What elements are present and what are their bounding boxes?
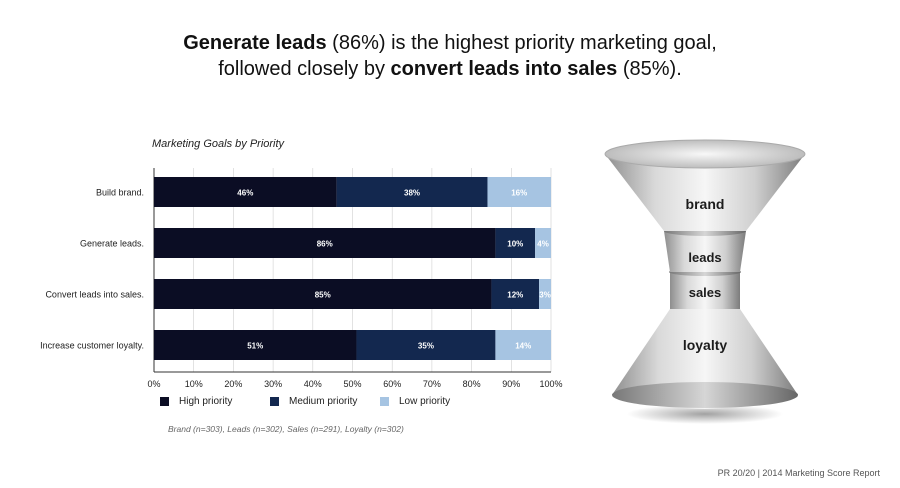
funnel-base-edge xyxy=(612,382,798,408)
category-label: Convert leads into sales. xyxy=(45,290,144,300)
legend-label-high: High priority xyxy=(179,396,233,407)
data-label: 3% xyxy=(539,291,551,300)
bar-segment xyxy=(356,330,496,360)
bar-segment xyxy=(487,177,551,207)
tick-label: 100% xyxy=(539,379,562,389)
data-label: 4% xyxy=(537,240,549,249)
tick-label: 80% xyxy=(463,379,481,389)
tick-label: 20% xyxy=(224,379,242,389)
bar-segment xyxy=(154,228,496,258)
headline-text-3: (85%). xyxy=(617,58,682,80)
legend-swatch-medium xyxy=(270,397,279,406)
tick-label: 50% xyxy=(343,379,361,389)
category-label: Increase customer loyalty. xyxy=(40,341,144,351)
funnel-top-cone xyxy=(605,154,805,231)
legend-label-low: Low priority xyxy=(399,396,451,407)
funnel-graphic: brand leads sales loyalty xyxy=(604,139,806,424)
tick-label: 30% xyxy=(264,379,282,389)
tick-label: 90% xyxy=(502,379,520,389)
funnel-top-rim xyxy=(604,139,806,169)
headline-text-2: followed closely by xyxy=(218,58,391,80)
funnel-leads-band xyxy=(664,231,746,272)
headline-bold-1: Generate leads xyxy=(183,32,327,54)
tick-label: 0% xyxy=(147,379,160,389)
bar-segment xyxy=(539,279,551,309)
headline-line-1: Generate leads (86%) is the highest prio… xyxy=(0,30,900,56)
footer-credit: PR 20/20 | 2014 Marketing Score Report xyxy=(717,468,880,478)
bar-segment xyxy=(336,177,488,207)
bar-segment xyxy=(154,279,492,309)
data-label: 85% xyxy=(315,291,331,300)
data-label: 14% xyxy=(515,342,531,351)
funnel-label-leads: leads xyxy=(688,250,721,265)
category-label: Generate leads. xyxy=(80,239,144,249)
data-label: 46% xyxy=(237,189,253,198)
legend-item-high: High priority xyxy=(160,396,270,407)
headline-line-2: followed closely by convert leads into s… xyxy=(0,56,900,82)
data-label: 16% xyxy=(511,189,527,198)
data-label: 51% xyxy=(247,342,263,351)
legend-item-low: Low priority xyxy=(380,396,490,407)
sample-size-note: Brand (n=303), Leads (n=302), Sales (n=2… xyxy=(168,424,404,434)
headline: Generate leads (86%) is the highest prio… xyxy=(0,30,900,82)
legend-swatch-low xyxy=(380,397,389,406)
bar-segment xyxy=(491,279,540,309)
funnel-label-brand: brand xyxy=(686,196,725,212)
tick-label: 70% xyxy=(423,379,441,389)
bar-segment xyxy=(495,330,551,360)
funnel-shadow xyxy=(627,404,783,424)
data-label: 86% xyxy=(317,240,333,249)
tick-label: 10% xyxy=(185,379,203,389)
data-label: 38% xyxy=(404,189,420,198)
category-label: Build brand. xyxy=(96,188,144,198)
chart-legend: High priority Medium priority Low priori… xyxy=(160,396,490,407)
tick-label: 40% xyxy=(304,379,322,389)
funnel-label-loyalty: loyalty xyxy=(683,337,728,353)
bar-segment xyxy=(154,330,357,360)
bar-segment xyxy=(154,177,337,207)
funnel-sales-band xyxy=(670,272,740,309)
bar-segment xyxy=(535,228,551,258)
legend-swatch-high xyxy=(160,397,169,406)
tick-label: 60% xyxy=(383,379,401,389)
stacked-bar-chart: Build brand. 46% 38% 16% Generate leads. 86% 1… xyxy=(40,168,563,389)
bar-segment xyxy=(495,228,536,258)
data-label: 10% xyxy=(507,240,523,249)
chart-title: Marketing Goals by Priority xyxy=(152,138,285,150)
legend-item-medium: Medium priority xyxy=(270,396,380,407)
data-label: 12% xyxy=(507,291,523,300)
headline-text-1: (86%) is the highest priority marketing … xyxy=(326,32,717,54)
legend-label-medium: Medium priority xyxy=(289,396,358,407)
funnel-label-sales: sales xyxy=(689,285,722,300)
data-label: 35% xyxy=(418,342,434,351)
headline-bold-2: convert leads into sales xyxy=(390,58,618,80)
